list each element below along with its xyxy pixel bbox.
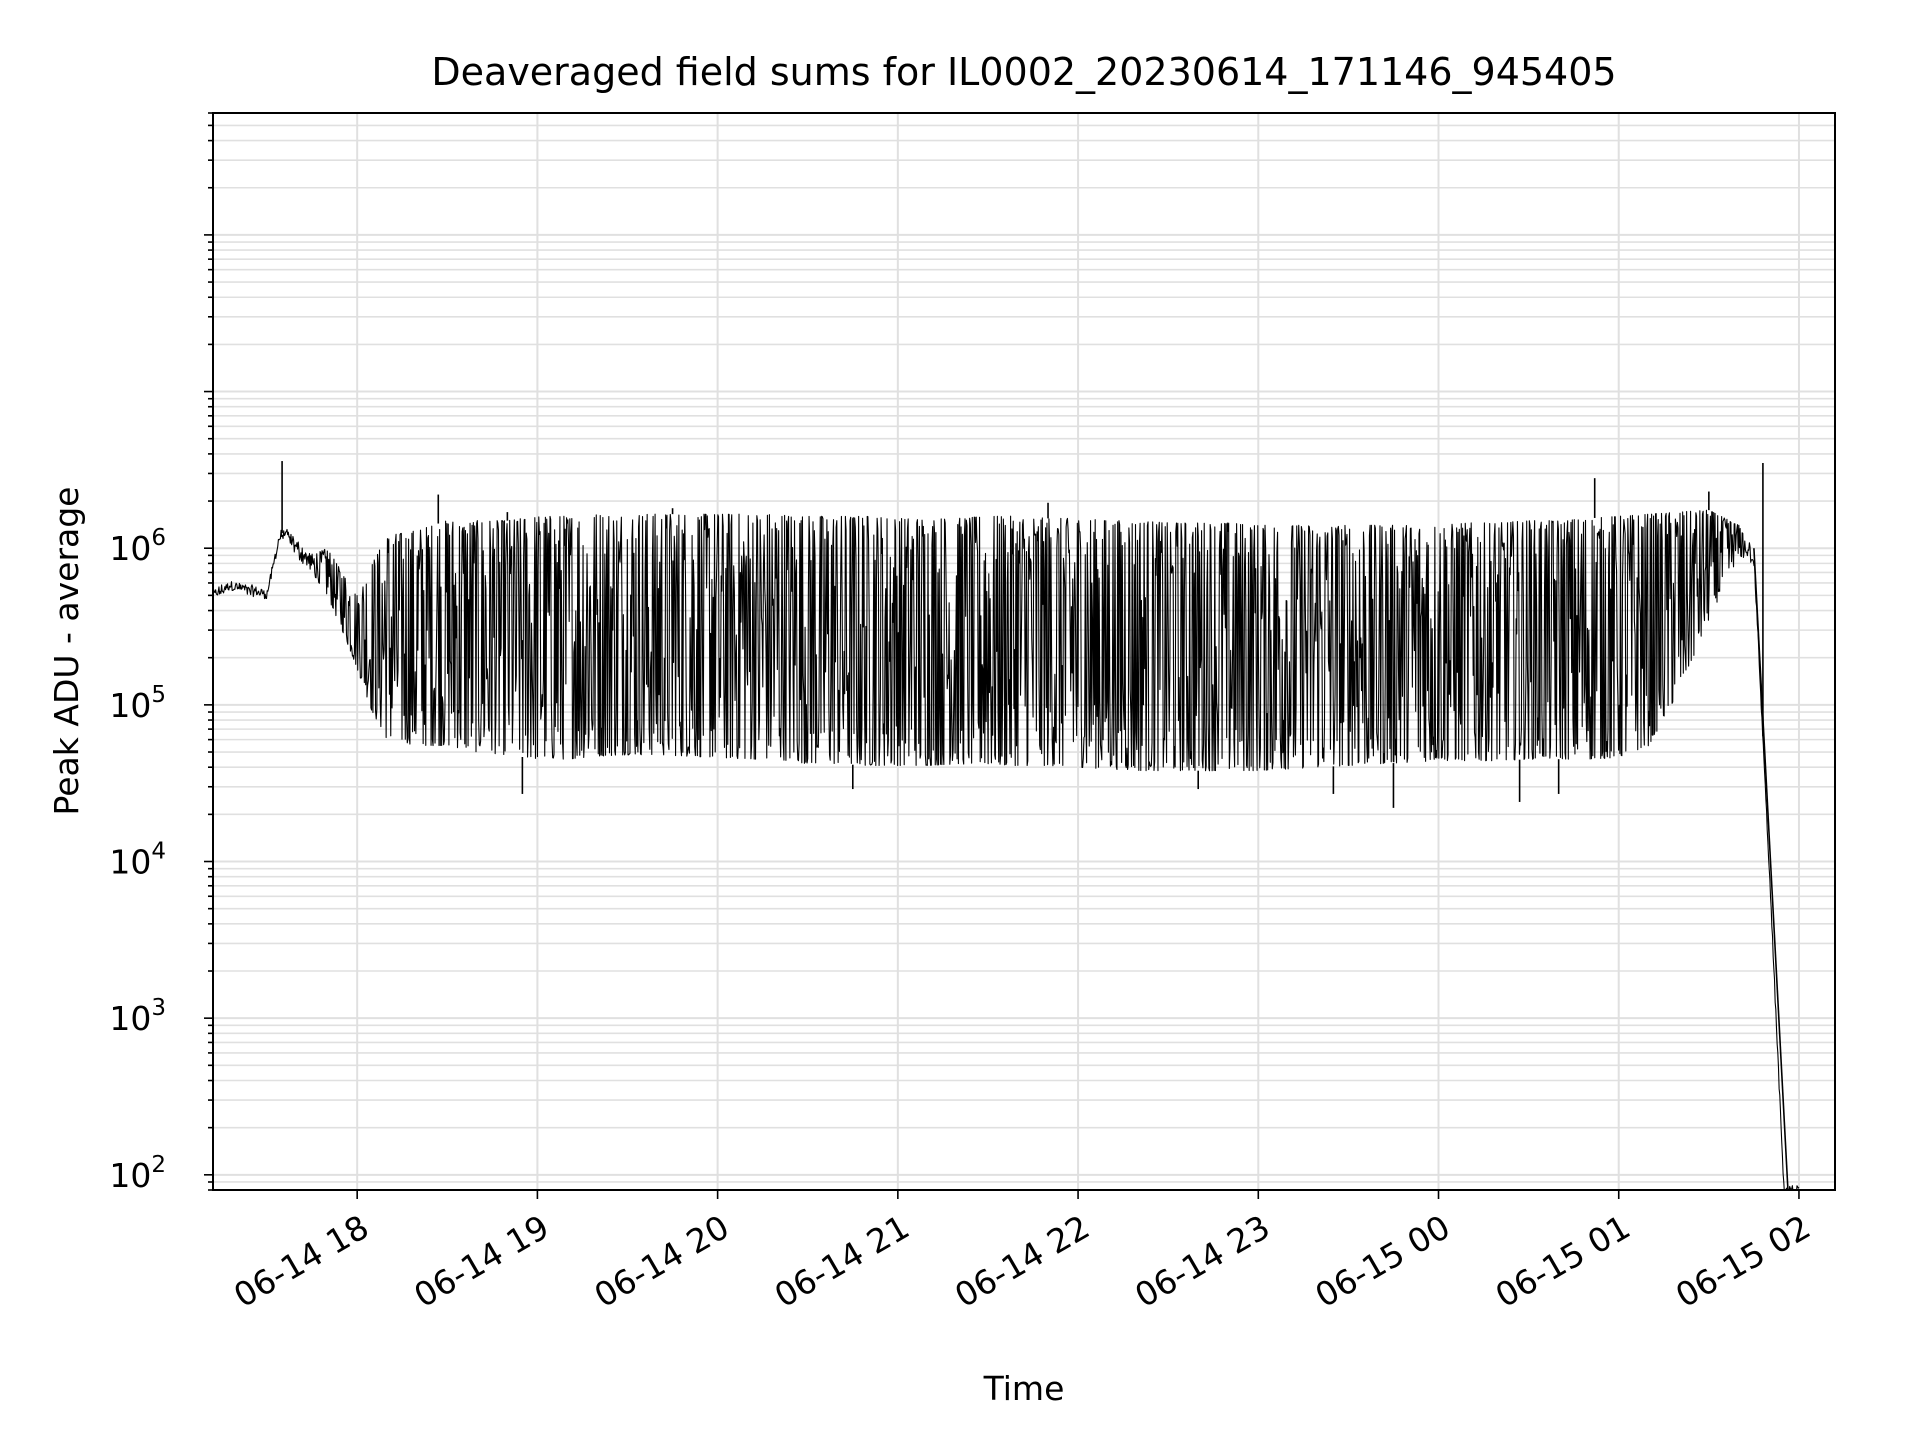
series-drop-line [1753, 548, 1789, 1190]
y-tick-base: 10 [109, 686, 151, 725]
y-tick-base: 10 [109, 1156, 151, 1195]
y-tick-exponent: 2 [151, 1152, 166, 1178]
series-line [213, 509, 1800, 1190]
y-tick-base: 10 [109, 999, 151, 1038]
y-tick-label: 103 [109, 995, 166, 1038]
x-axis-label: Time [983, 1369, 1065, 1408]
y-tick-label: 105 [109, 682, 166, 725]
y-tick-label: 106 [109, 525, 166, 568]
y-tick-label: 104 [109, 839, 166, 882]
chart-title: Deaveraged field sums for IL0002_2023061… [431, 50, 1616, 94]
y-tick-base: 10 [109, 843, 151, 882]
y-axis-label: Peak ADU - average [47, 487, 86, 816]
y-tick-label: 102 [109, 1152, 166, 1195]
y-tick-exponent: 4 [151, 839, 166, 865]
plot-frame [212, 112, 1836, 1191]
y-tick-exponent: 3 [151, 995, 166, 1021]
y-tick-exponent: 5 [151, 682, 166, 708]
y-tick-base: 10 [109, 529, 151, 568]
data-layer [213, 461, 1800, 1190]
y-tick-exponent: 6 [151, 525, 166, 551]
